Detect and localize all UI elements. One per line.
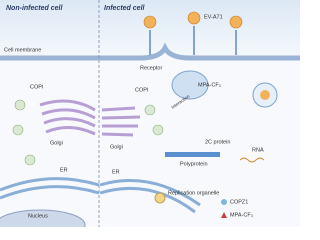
label: ER bbox=[60, 167, 68, 173]
label: EV-A71 bbox=[204, 14, 223, 20]
golgi bbox=[101, 106, 141, 137]
legend-swatch bbox=[221, 212, 227, 218]
legend-label: MPA-CF₃ bbox=[230, 212, 253, 218]
label: Golgi bbox=[50, 140, 63, 146]
er bbox=[0, 177, 201, 214]
polyprotein bbox=[165, 152, 220, 157]
label: Nucleus bbox=[28, 213, 48, 219]
label: Replication organelle bbox=[168, 190, 219, 196]
label: Receptor bbox=[140, 65, 162, 71]
legend-label: COPZ1 bbox=[230, 199, 248, 205]
label: COPI bbox=[30, 84, 44, 90]
rna bbox=[239, 157, 265, 163]
golgi bbox=[39, 99, 96, 136]
receptor bbox=[149, 26, 237, 55]
panel-title: Non-infected cell bbox=[6, 5, 63, 12]
label: Golgi bbox=[110, 144, 123, 150]
label: MPA-CF₃ bbox=[198, 82, 221, 88]
label: ER bbox=[112, 169, 120, 175]
label: Polyprotein bbox=[180, 161, 208, 167]
legend-swatch bbox=[221, 199, 227, 205]
label: Cell membrane bbox=[4, 47, 41, 53]
label: RNA bbox=[252, 147, 264, 153]
complex bbox=[171, 70, 209, 100]
panel-title: Infected cell bbox=[104, 5, 146, 12]
nucleus bbox=[0, 209, 86, 227]
replication-organelle bbox=[154, 192, 166, 204]
virus bbox=[260, 90, 270, 100]
vesicle bbox=[12, 99, 164, 166]
diagram: Non-infected cell Infected cell Cell mem… bbox=[0, 0, 300, 227]
membrane bbox=[0, 42, 300, 61]
label: 2C protein bbox=[205, 139, 230, 145]
virus bbox=[143, 11, 243, 29]
label: COPI bbox=[135, 87, 149, 93]
